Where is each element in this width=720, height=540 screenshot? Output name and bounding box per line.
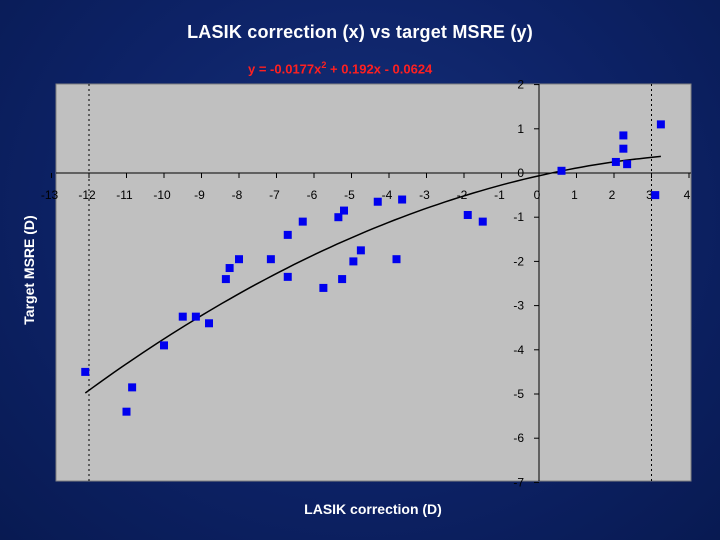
x-tick-label: -9 xyxy=(194,188,205,202)
data-point xyxy=(623,160,632,169)
data-point xyxy=(191,312,200,321)
data-point xyxy=(398,195,407,204)
chart-title: LASIK correction (x) vs target MSRE (y) xyxy=(187,22,533,42)
y-axis-label: Target MSRE (D) xyxy=(21,215,37,325)
data-point xyxy=(338,275,347,284)
data-point xyxy=(373,197,382,206)
data-point xyxy=(651,191,660,200)
x-tick-label: -7 xyxy=(269,188,280,202)
equation-suffix: + 0.192x - 0.0624 xyxy=(326,61,433,77)
x-tick-label: 3 xyxy=(646,188,653,202)
x-tick-label: -4 xyxy=(382,188,393,202)
data-point xyxy=(122,407,131,416)
x-tick-label: -6 xyxy=(307,188,318,202)
x-tick-label: 0 xyxy=(534,188,541,202)
y-tick-label: -2 xyxy=(513,254,524,268)
data-point xyxy=(160,341,168,350)
y-tick-label: -5 xyxy=(513,387,524,401)
data-point xyxy=(266,255,275,264)
data-point xyxy=(619,144,628,153)
data-point xyxy=(557,166,566,175)
y-tick-label: 2 xyxy=(517,78,524,92)
x-tick-label: 1 xyxy=(571,188,578,202)
data-point xyxy=(178,312,187,321)
data-point xyxy=(356,246,365,255)
data-point xyxy=(392,255,401,264)
data-point xyxy=(319,283,328,292)
data-point xyxy=(81,367,90,376)
equation-prefix: y = -0.0177x xyxy=(248,61,322,77)
x-tick-label: -1 xyxy=(494,188,505,202)
x-tick-label: -12 xyxy=(78,188,96,202)
data-point xyxy=(656,120,665,129)
y-tick-label: -1 xyxy=(513,210,524,224)
data-point xyxy=(340,206,348,215)
x-tick-label: -3 xyxy=(419,188,430,202)
y-tick-label: -4 xyxy=(513,343,524,357)
data-point xyxy=(611,157,620,166)
x-tick-label: -10 xyxy=(153,188,171,202)
y-tick-label: 1 xyxy=(517,122,524,136)
y-tick-label: -3 xyxy=(513,299,524,313)
data-point xyxy=(235,255,243,264)
x-axis-label: LASIK correction (D) xyxy=(304,501,442,517)
data-point xyxy=(128,383,137,392)
x-tick-label: -11 xyxy=(116,188,133,202)
x-tick-label: 2 xyxy=(609,188,616,202)
data-point xyxy=(283,230,292,239)
data-point xyxy=(478,217,487,226)
x-tick-label: -2 xyxy=(457,188,468,202)
data-point xyxy=(205,319,213,328)
equation-exponent: 2 xyxy=(321,60,327,70)
y-tick-label: 0 xyxy=(517,166,524,180)
data-point xyxy=(463,210,472,219)
data-point xyxy=(334,213,343,222)
data-point xyxy=(349,257,358,266)
data-point xyxy=(298,217,307,226)
x-tick-label: -13 xyxy=(41,188,59,202)
y-tick-label: -6 xyxy=(513,431,524,445)
trendline-equation: y = -0.0177x2 + 0.192x - 0.0624 xyxy=(248,60,432,76)
data-point xyxy=(283,272,292,281)
data-point xyxy=(221,275,230,284)
plot-area xyxy=(55,83,692,482)
x-tick-label: 4 xyxy=(684,188,691,202)
y-tick-label: -7 xyxy=(513,475,524,489)
x-tick-label: -8 xyxy=(232,188,243,202)
data-point xyxy=(225,264,234,273)
x-tick-label: -5 xyxy=(344,188,355,202)
data-point xyxy=(619,131,628,140)
